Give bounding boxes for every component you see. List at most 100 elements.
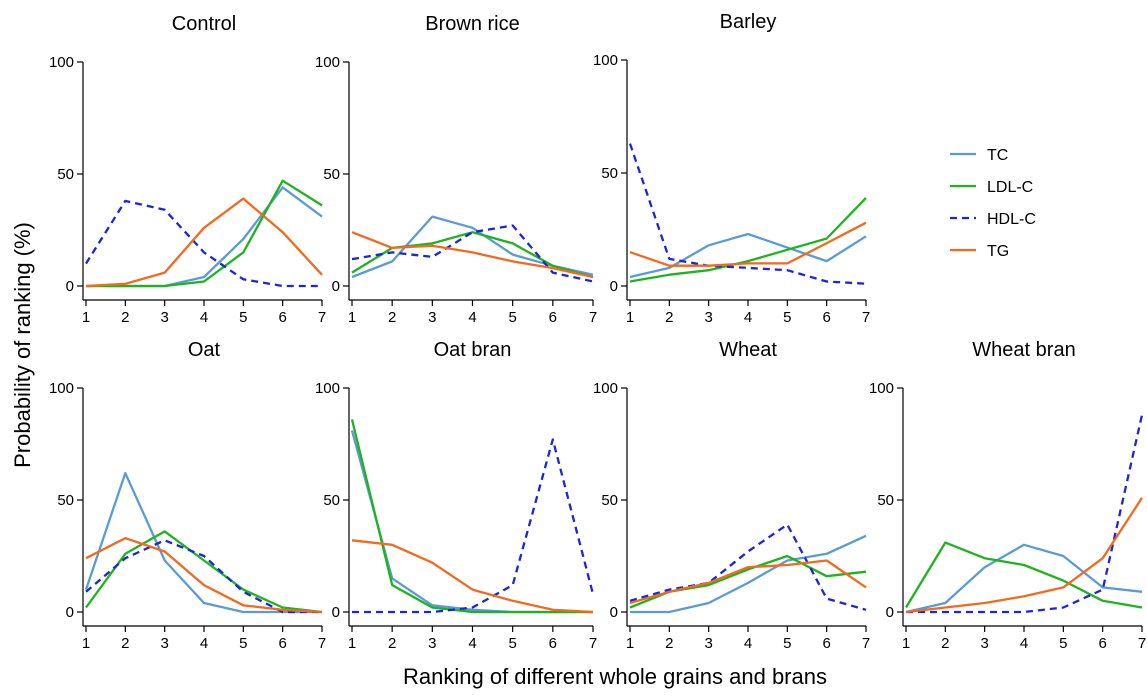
series-line-ldl-c — [85, 530, 323, 614]
x-tick-label: 6 — [822, 635, 830, 652]
x-tick-label: 1 — [626, 635, 634, 652]
panel-title: Wheat — [719, 339, 777, 361]
x-tick-label: 3 — [428, 309, 436, 326]
y-tick-label: 100 — [315, 54, 340, 71]
x-tick-label: 4 — [744, 635, 752, 652]
y-tick-label: 100 — [593, 380, 618, 397]
series-line-hdl-c — [85, 199, 322, 288]
legend-label: TC — [987, 147, 1008, 164]
x-tick-label: 2 — [388, 309, 396, 326]
y-tick-label: 0 — [610, 604, 618, 621]
series-line-ldl-c — [629, 197, 867, 283]
series-line-tg — [629, 559, 867, 605]
series-line-ldl-c — [905, 541, 1143, 609]
x-tick-label: 2 — [121, 309, 129, 326]
x-tick-label: 3 — [704, 635, 712, 652]
series-line-hdl-c — [629, 523, 867, 611]
y-tick-label: 0 — [886, 604, 894, 621]
x-tick-label: 4 — [200, 309, 208, 326]
y-tick-label: 0 — [66, 278, 74, 295]
panel-wheat-bran: Wheat bran 0 50 100 1 2 3 4 5 6 7 — [869, 339, 1146, 652]
panel-title: Oat bran — [434, 339, 512, 361]
y-tick-label: 50 — [57, 166, 74, 183]
series-line-tg — [85, 197, 323, 288]
y-tick-label: 0 — [610, 278, 618, 295]
y-tick-label: 100 — [49, 380, 74, 397]
x-tick-label: 6 — [822, 309, 830, 326]
x-tick-label: 6 — [549, 635, 557, 652]
panel-title: Brown rice — [425, 13, 519, 35]
x-tick-label: 4 — [1020, 635, 1028, 652]
x-tick-label: 6 — [278, 309, 286, 326]
x-tick-label: 3 — [160, 309, 168, 326]
x-tick-label: 4 — [468, 635, 476, 652]
x-tick-label: 5 — [239, 309, 247, 326]
series-line-tg — [85, 536, 323, 614]
x-tick-label: 7 — [318, 635, 326, 652]
panel-title: Wheat bran — [972, 339, 1075, 361]
y-tick-label: 0 — [332, 278, 340, 295]
x-tick-label: 2 — [941, 635, 949, 652]
series-line-tg — [351, 539, 594, 614]
panel-wheat: Wheat 0 50 100 1 2 3 4 5 6 7 — [593, 339, 870, 652]
y-tick-label: 100 — [869, 380, 894, 397]
series-line-hdl-c — [628, 143, 867, 285]
x-tick-label: 3 — [160, 635, 168, 652]
x-tick-label: 1 — [348, 635, 356, 652]
legend: TC LDL-C HDL-C TG — [950, 147, 1036, 260]
legend-label: TG — [987, 243, 1009, 260]
x-tick-label: 5 — [239, 635, 247, 652]
x-tick-label: 7 — [1138, 635, 1146, 652]
y-tick-label: 0 — [66, 604, 74, 621]
y-axis-label: Probability of ranking (%) — [10, 222, 35, 468]
x-tick-label: 1 — [82, 309, 90, 326]
x-tick-label: 7 — [862, 309, 870, 326]
panel-title: Barley — [720, 11, 777, 33]
series-line-tg — [905, 497, 1143, 614]
series-line-hdl-c — [351, 224, 594, 283]
y-tick-label: 0 — [332, 604, 340, 621]
series-line-hdl-c — [352, 438, 595, 614]
x-tick-label: 2 — [388, 635, 396, 652]
series-line-ldl-c — [351, 231, 594, 279]
y-tick-label: 50 — [323, 166, 340, 183]
y-tick-label: 50 — [57, 492, 74, 509]
x-tick-label: 5 — [508, 635, 516, 652]
x-tick-label: 1 — [626, 309, 634, 326]
x-tick-label: 1 — [902, 635, 910, 652]
series-line-ldl-c — [350, 419, 593, 614]
x-tick-label: 3 — [704, 309, 712, 326]
x-tick-label: 1 — [82, 635, 90, 652]
series-line-tc — [905, 543, 1143, 614]
legend-item-tc: TC — [950, 147, 1008, 164]
y-tick-label: 50 — [601, 492, 618, 509]
legend-label: LDL-C — [987, 179, 1033, 196]
x-axis-label: Ranking of different whole grains and br… — [403, 664, 827, 689]
series-line-ldl-c — [86, 179, 323, 288]
series-line-hdl-c — [906, 414, 1144, 614]
x-tick-label: 7 — [589, 309, 597, 326]
panel-control: Control 0 50 100 1 2 3 4 5 6 7 — [49, 13, 326, 326]
series-line-tc — [629, 232, 867, 279]
x-tick-label: 7 — [318, 309, 326, 326]
x-tick-label: 2 — [121, 635, 129, 652]
x-tick-label: 4 — [200, 635, 208, 652]
series-line-tg — [351, 231, 594, 279]
x-tick-label: 5 — [783, 309, 791, 326]
x-tick-label: 2 — [665, 635, 673, 652]
y-tick-label: 100 — [315, 380, 340, 397]
x-tick-label: 7 — [862, 635, 870, 652]
x-tick-label: 6 — [1098, 635, 1106, 652]
series-line-tg — [629, 221, 867, 267]
x-tick-label: 4 — [744, 309, 752, 326]
series-line-hdl-c — [85, 539, 322, 614]
x-tick-label: 6 — [549, 309, 557, 326]
series-line-tc — [630, 534, 867, 614]
x-tick-label: 3 — [980, 635, 988, 652]
y-tick-label: 50 — [323, 492, 340, 509]
panel-brown-rice: Brown rice 0 50 100 1 2 3 4 5 6 7 — [315, 13, 597, 326]
panel-title: Control — [172, 13, 236, 35]
x-tick-label: 3 — [428, 635, 436, 652]
